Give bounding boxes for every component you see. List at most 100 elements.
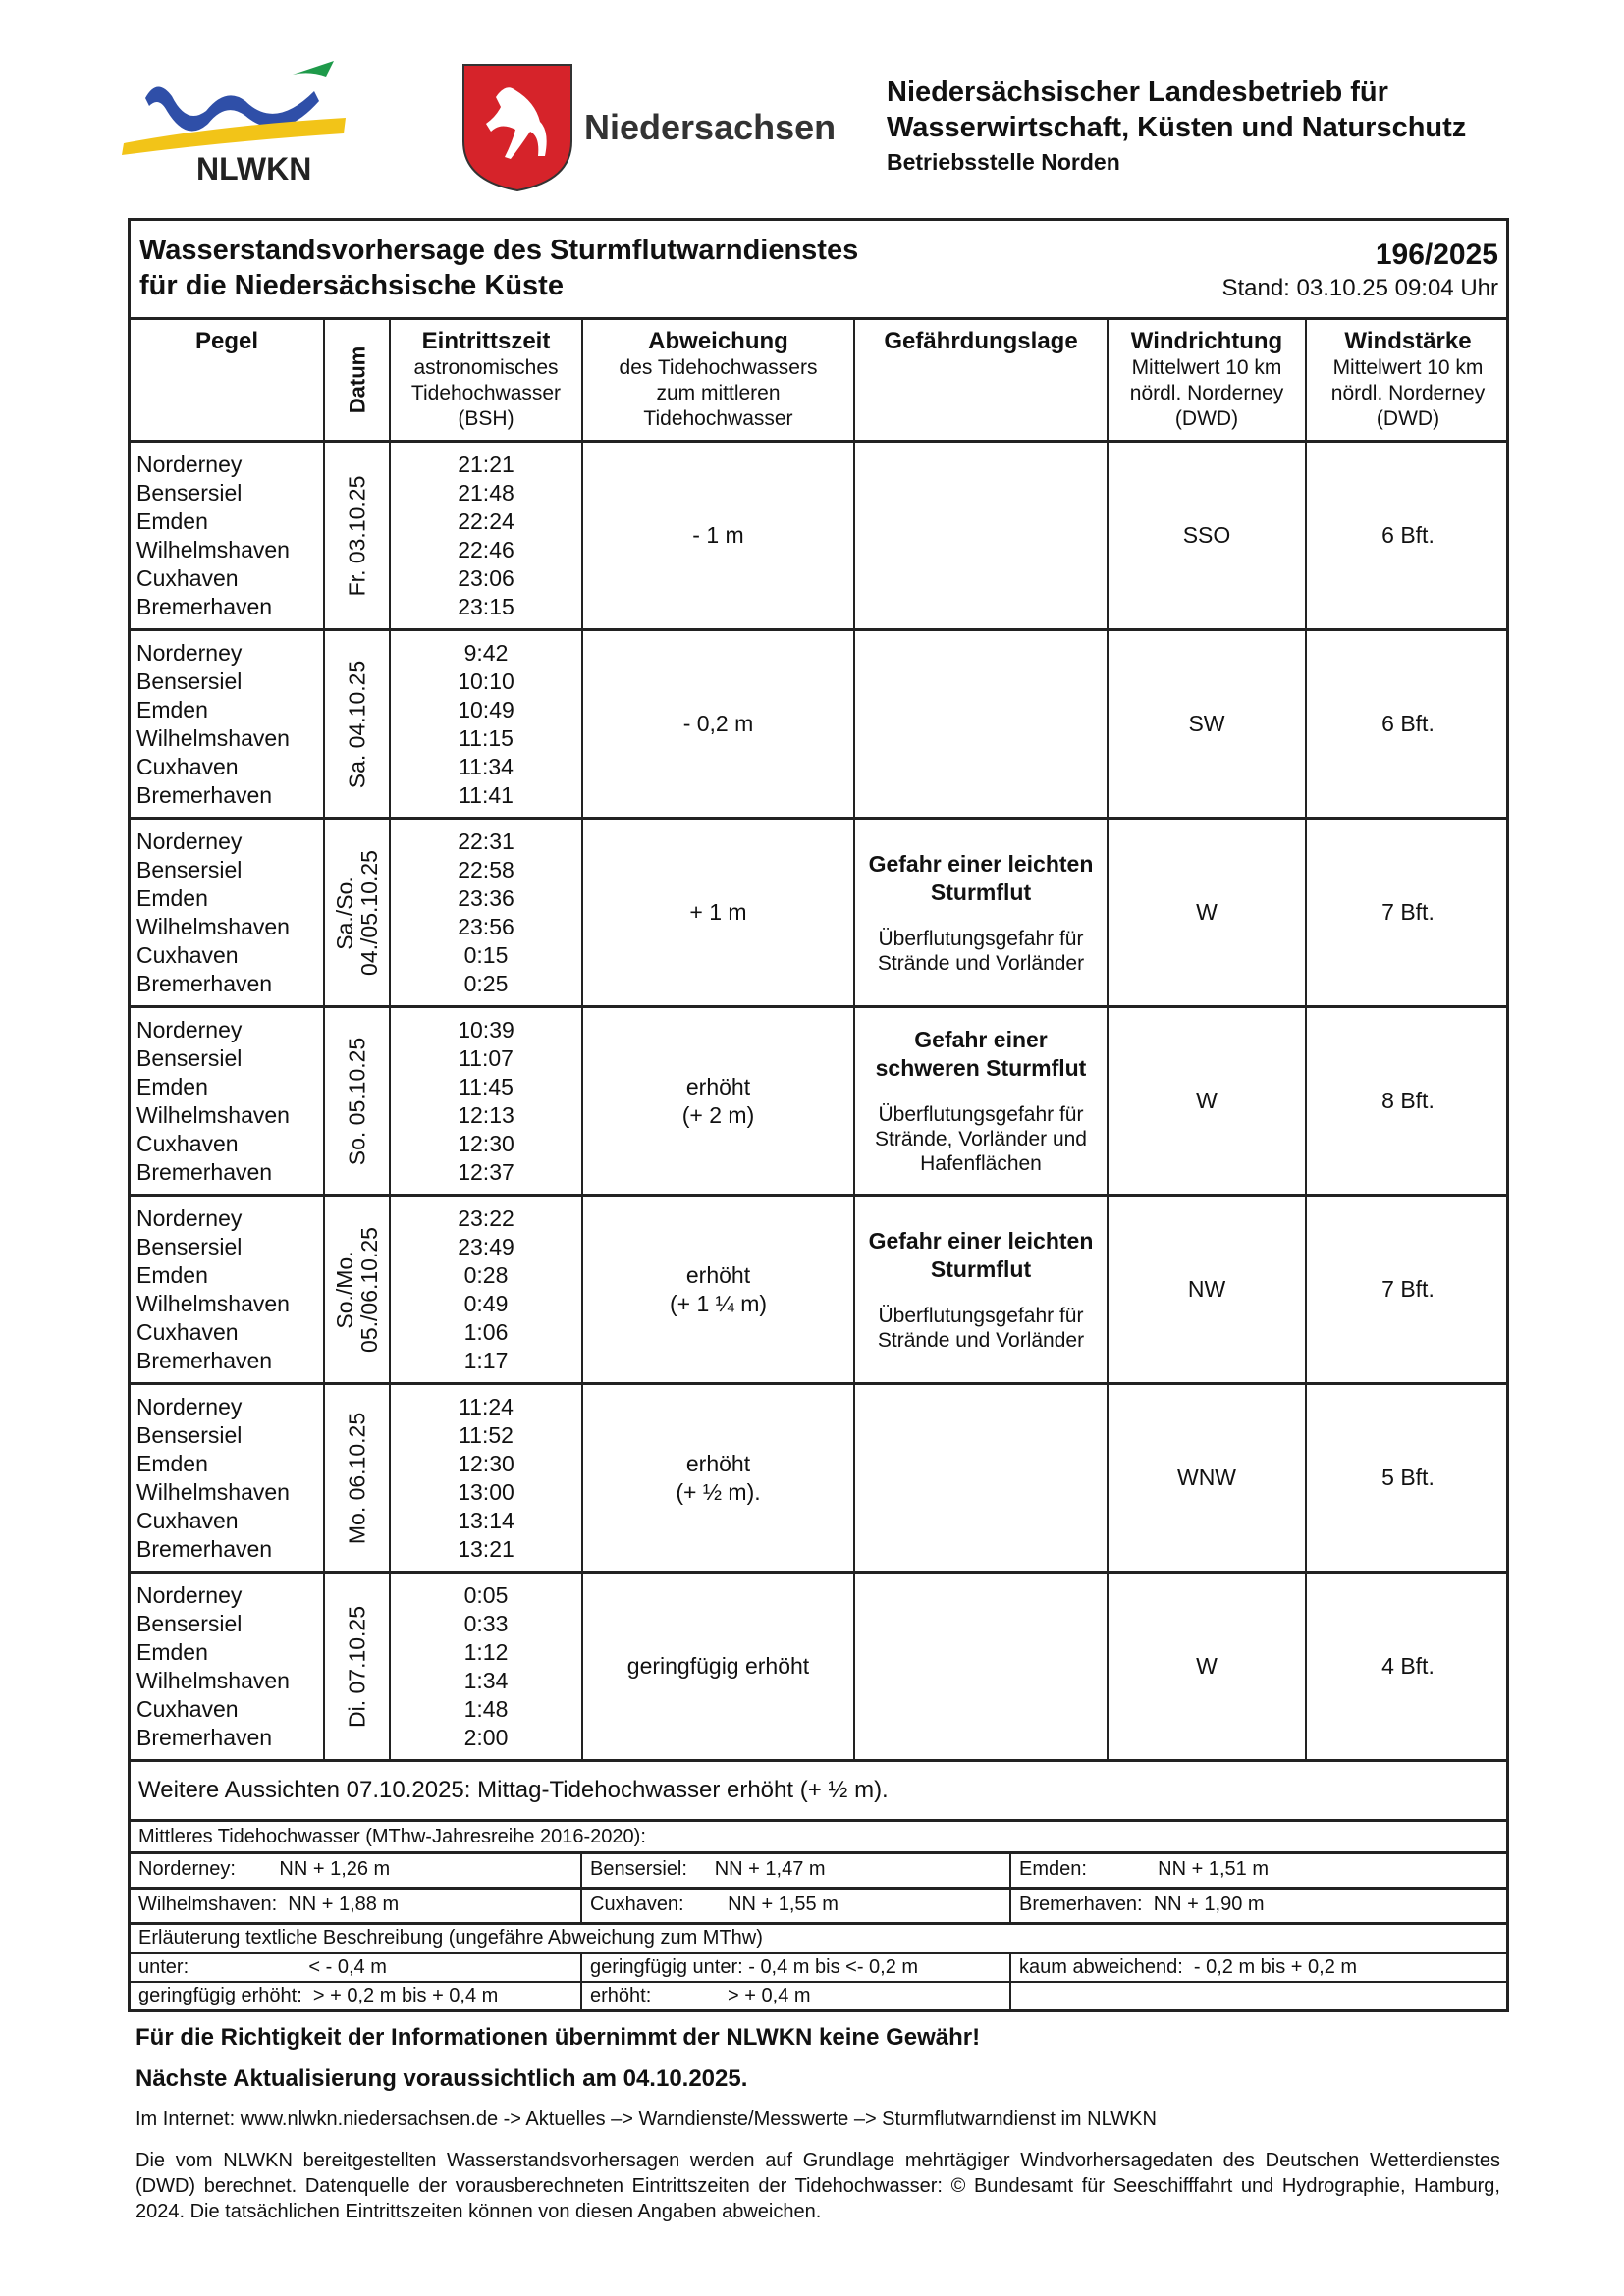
forecast-row: Norderney Bensersiel Emden Wilhelmshaven Cux…: [131, 1574, 1506, 1762]
tide-time: 0:33: [463, 1611, 509, 1636]
danger-title: Gefahr einer leichten Sturmflut: [868, 1227, 1094, 1282]
niedersachsen-logo: Niedersachsen: [461, 63, 836, 197]
col-windstaerke-label: Windstärke: [1344, 328, 1472, 354]
deviation: - 0,2 m: [682, 711, 754, 736]
tide-time: 2:00: [463, 1725, 509, 1750]
forecast-row: Norderney Bensersiel Emden Wilhelmshaven Cux…: [131, 443, 1506, 631]
tide-time: 11:07: [459, 1045, 514, 1071]
pegel-cell: Norderney Bensersiel Emden Wilhelmshaven Cux…: [131, 443, 325, 628]
tide-time: 22:31: [458, 828, 514, 854]
station-name: Norderney: [136, 1582, 243, 1608]
station-name: Emden: [136, 1639, 208, 1665]
forecast-row: Norderney Bensersiel Emden Wilhelmshaven Cux…: [131, 1197, 1506, 1385]
org-sub: Betriebsstelle Norden: [887, 149, 1120, 175]
times-cell: 10:39 11:07 11:45 12:13 12:30 12:37: [391, 1008, 583, 1194]
station-name: Emden: [136, 1451, 208, 1476]
station-name: Wilhelmshaven: [136, 914, 290, 939]
pegel-cell: Norderney Bensersiel Emden Wilhelmshaven Cux…: [131, 631, 325, 817]
wind-direction-cell: NW: [1109, 1197, 1307, 1382]
danger-cell: Gefahr einer leichten Sturmflut Überflutu…: [855, 1197, 1109, 1382]
wind-strength: 4 Bft.: [1381, 1653, 1435, 1679]
station-name: Bremerhaven: [136, 1725, 273, 1750]
col-abweichung-label: Abweichung: [648, 328, 788, 354]
times-cell: 0:05 0:33 1:12 1:34 1:48 2:00: [391, 1574, 583, 1759]
tide-time: 0:28: [463, 1262, 509, 1288]
horse-icon: [486, 87, 547, 159]
station-name: Emden: [136, 885, 208, 911]
station-name: Wilhelmshaven: [136, 1668, 290, 1693]
tide-time: 11:41: [459, 782, 514, 808]
col-pegel-label: Pegel: [194, 328, 259, 354]
pegel-cell: Norderney Bensersiel Emden Wilhelmshaven Cux…: [131, 1385, 325, 1571]
date-label: Fr. 03.10.25: [344, 475, 369, 596]
wind-strength: 7 Bft.: [1381, 899, 1435, 925]
col-eintritt-sub: astronomisches Tidehochwasser (BSH): [410, 356, 562, 430]
station-name: Bremerhaven: [136, 1536, 273, 1562]
col-abweichung-sub: des Tidehochwassers zum mittleren Tideho…: [619, 356, 818, 430]
danger-desc: Überflutungsgefahr für Strände und Vorlä…: [877, 1304, 1085, 1352]
wind-direction-cell: W: [1109, 1008, 1307, 1194]
station-name: Cuxhaven: [136, 942, 239, 968]
date-cell: Mo. 06.10.25: [325, 1385, 391, 1571]
legend-item: kaum abweichend: - 0,2 m bis + 0,2 m: [1019, 1956, 1358, 1978]
mthw-title: Mittleres Tidehochwasser (MThw-Jahresrei…: [131, 1822, 1506, 1854]
date-cell: So. 05.10.25: [325, 1008, 391, 1194]
wind-direction-cell: SSO: [1109, 443, 1307, 628]
wind-strength: 6 Bft.: [1381, 711, 1435, 736]
tide-time: 1:06: [463, 1319, 509, 1345]
tide-time: 11:45: [459, 1074, 514, 1099]
wind-strength: 8 Bft.: [1381, 1088, 1435, 1113]
danger-cell: [855, 443, 1109, 628]
legend-item: unter: < - 0,4 m: [131, 1954, 582, 1981]
col-eintritt-label: Eintrittszeit: [421, 328, 551, 354]
pegel-cell: Norderney Bensersiel Emden Wilhelmshaven Cux…: [131, 1574, 325, 1759]
pegel-cell: Norderney Bensersiel Emden Wilhelmshaven Cux…: [131, 1197, 325, 1382]
mthw-value: Norderney: NN + 1,26 m: [131, 1854, 582, 1887]
col-windrichtung-sub: Mittelwert 10 km nördl. Norderney (DWD): [1129, 356, 1284, 430]
deviation-cell: + 1 m: [583, 820, 855, 1005]
deviation-cell: erhöht (+ ½ m).: [583, 1385, 855, 1571]
station-name: Bensersiel: [136, 1045, 243, 1071]
station-name: Cuxhaven: [136, 1508, 239, 1533]
tide-time: 23:06: [458, 565, 514, 591]
tide-time: 13:14: [458, 1508, 514, 1533]
col-gefahr-label: Gefährdungslage: [884, 328, 1078, 354]
station-name: Wilhelmshaven: [136, 725, 290, 751]
tide-time: 11:15: [459, 725, 514, 751]
tide-time: 12:30: [458, 1451, 514, 1476]
legend-item: geringfügig unter: - 0,4 m bis <- 0,2 m: [582, 1954, 1011, 1981]
station-name: Bremerhaven: [136, 782, 273, 808]
legend-row: unter: < - 0,4 m geringfügig unter: - 0,4…: [131, 1954, 1506, 1983]
internet-link[interactable]: Im Internet: www.nlwkn.niedersachsen.de …: [135, 2109, 1157, 2130]
wind-direction: W: [1196, 899, 1218, 925]
wind-direction: WNW: [1176, 1465, 1237, 1490]
wind-strength-cell: 8 Bft.: [1307, 1008, 1509, 1194]
forecast-row: Norderney Bensersiel Emden Wilhelmshaven Cux…: [131, 820, 1506, 1008]
tide-time: 11:52: [459, 1422, 514, 1448]
danger-desc: Überflutungsgefahr für Strände, Vorlände…: [875, 1103, 1087, 1175]
wind-strength-cell: 4 Bft.: [1307, 1574, 1509, 1759]
date-cell: Fr. 03.10.25: [325, 443, 391, 628]
forecast-row: Norderney Bensersiel Emden Wilhelmshaven Cux…: [131, 1008, 1506, 1197]
pegel-cell: Norderney Bensersiel Emden Wilhelmshaven Cux…: [131, 820, 325, 1005]
station-name: Bensersiel: [136, 1234, 243, 1259]
source-note: Die vom NLWKN bereitgestellten Wassersta…: [135, 2150, 1500, 2222]
station-name: Bremerhaven: [136, 971, 273, 996]
nlwkn-logo: NLWKN: [118, 57, 353, 189]
next-update: Nächste Aktualisierung voraussichtlich a…: [135, 2065, 748, 2092]
tide-time: 1:34: [463, 1668, 509, 1693]
col-windrichtung: Windrichtung Mittelwert 10 km nördl. Nord…: [1109, 320, 1307, 440]
org-line1: Niedersächsischer Landesbetrieb für: [887, 77, 1388, 108]
forecast-rows: Norderney Bensersiel Emden Wilhelmshaven Cux…: [131, 443, 1506, 1762]
station-name: Wilhelmshaven: [136, 1479, 290, 1505]
station-name: Emden: [136, 1074, 208, 1099]
deviation: erhöht (+ ½ m).: [676, 1450, 761, 1505]
mthw-value: Bremerhaven: NN + 1,90 m: [1019, 1894, 1265, 1915]
date-cell: Sa./So. 04./05.10.25: [325, 820, 391, 1005]
station-name: Wilhelmshaven: [136, 537, 290, 562]
tide-time: 13:00: [458, 1479, 514, 1505]
col-abweichung: Abweichung des Tidehochwassers zum mittle…: [583, 320, 855, 440]
col-eintritt: Eintrittszeit astronomisches Tidehochwass…: [391, 320, 583, 440]
tide-time: 21:48: [458, 480, 514, 506]
times-cell: 23:22 23:49 0:28 0:49 1:06 1:17: [391, 1197, 583, 1382]
